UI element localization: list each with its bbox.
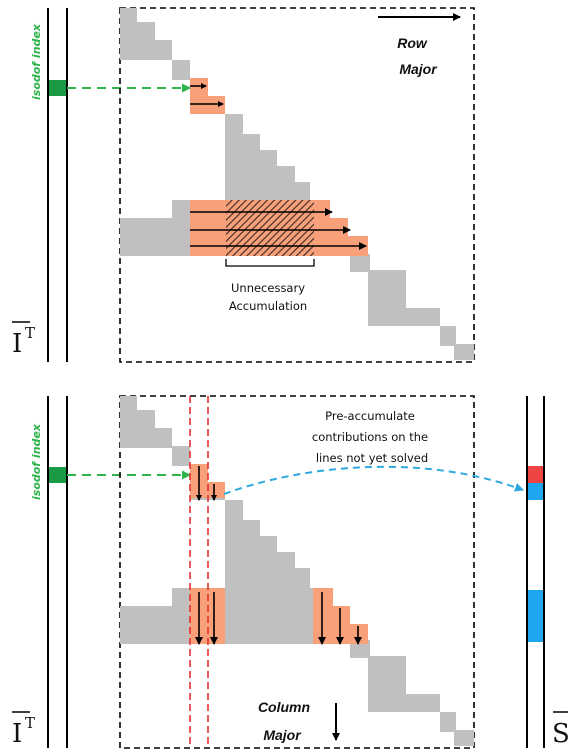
- vector-label: I: [12, 719, 22, 749]
- annotation-line-3: lines not yet solved: [316, 451, 428, 465]
- annotation-line-1: Pre-accumulate: [325, 409, 415, 423]
- highlight-row-2: [190, 96, 225, 114]
- matrix-blocks: [120, 396, 474, 746]
- isodof-axis-label: isodof index: [30, 423, 43, 500]
- vector-label: I: [12, 329, 22, 359]
- direction-label-2: Major: [263, 727, 302, 743]
- unnecessary-hatch: [226, 200, 314, 256]
- side-vector-blue-1: [528, 483, 543, 500]
- vector-label-sup: T: [25, 714, 35, 732]
- bottom-panel: isodof index I T: [12, 395, 568, 749]
- annotation-line-1: Unnecessary: [231, 281, 305, 295]
- pre-accumulate-arrow: [223, 465, 524, 495]
- highlight-row-1: [190, 78, 208, 96]
- row-arrows: [190, 83, 367, 250]
- annotation-line-2: Accumulation: [229, 299, 307, 313]
- matrix-frame: [119, 395, 475, 749]
- index-marker: [49, 80, 66, 96]
- column-arrows: [195, 466, 362, 645]
- direction-label-2: Major: [399, 61, 438, 77]
- direction-label-1: Column: [258, 699, 310, 715]
- annotation-line-2: contributions on the: [312, 430, 428, 444]
- matrix-frame: [119, 7, 475, 363]
- bracket: [225, 259, 315, 267]
- direction-label-1: Row: [397, 35, 428, 51]
- index-marker: [49, 467, 66, 483]
- top-panel: isodof index I T: [12, 7, 475, 363]
- side-vector-blue-2: [528, 590, 543, 642]
- side-vector-label: S: [552, 719, 568, 749]
- side-vector-red: [528, 466, 543, 483]
- isodof-axis-label: isodof index: [30, 23, 43, 100]
- vector-label-sup: T: [25, 324, 35, 342]
